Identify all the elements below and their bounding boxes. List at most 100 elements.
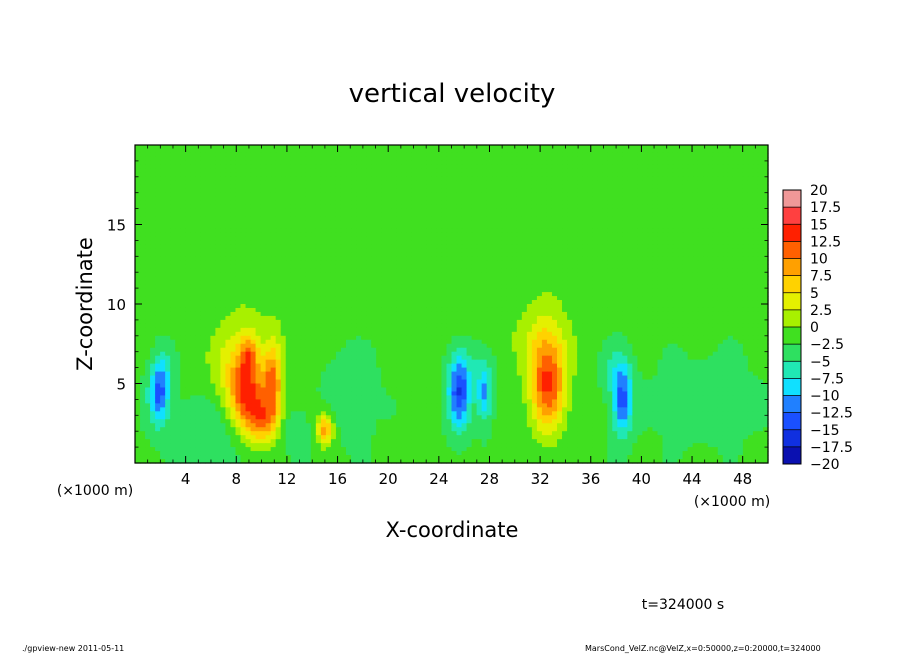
heatmap-cell — [732, 145, 739, 150]
heatmap-cell — [456, 192, 463, 198]
heatmap-cell — [376, 208, 382, 214]
heatmap-cell — [441, 212, 448, 218]
heatmap-cell — [597, 156, 603, 162]
heatmap-cell — [491, 260, 498, 265]
heatmap-cell — [170, 296, 176, 301]
heatmap-cell — [722, 252, 729, 257]
heatmap-cell — [742, 224, 749, 230]
heatmap-cell — [185, 164, 191, 170]
heatmap-cell — [486, 232, 493, 238]
heatmap-cell — [396, 288, 402, 293]
heatmap-cell — [225, 176, 232, 182]
heatmap-cell — [150, 276, 156, 281]
heatmap-cell — [577, 184, 583, 190]
heatmap-cell — [516, 212, 523, 218]
heatmap-cell — [225, 248, 232, 253]
heatmap-cell — [657, 188, 664, 194]
heatmap-cell — [220, 240, 227, 245]
heatmap-cell — [346, 168, 352, 174]
heatmap-cell — [396, 284, 402, 289]
heatmap-cell — [245, 276, 252, 281]
heatmap-cell — [692, 224, 699, 230]
heatmap-cell — [481, 284, 488, 289]
heatmap-cell — [396, 256, 402, 261]
heatmap-cell — [612, 208, 618, 214]
heatmap-cell — [381, 192, 387, 198]
heatmap-cell — [491, 248, 498, 253]
heatmap-cell — [335, 276, 342, 281]
heatmap-cell — [285, 256, 292, 261]
heatmap-cell — [697, 224, 704, 230]
heatmap-cell — [667, 252, 674, 257]
heatmap-cell — [687, 145, 694, 150]
heatmap-cell — [712, 180, 719, 186]
heatmap-cell — [697, 156, 704, 162]
heatmap-field — [135, 145, 769, 464]
heatmap-cell — [526, 200, 533, 206]
heatmap-cell — [572, 272, 578, 277]
heatmap-cell — [456, 260, 463, 265]
heatmap-cell — [411, 200, 417, 206]
heatmap-cell — [506, 256, 513, 261]
heatmap-cell — [541, 212, 548, 218]
heatmap-cell — [210, 188, 216, 194]
heatmap-cell — [295, 276, 302, 281]
heatmap-cell — [677, 176, 684, 182]
heatmap-cell — [692, 188, 699, 194]
heatmap-cell — [592, 228, 598, 234]
heatmap-cell — [386, 168, 392, 174]
heatmap-cell — [516, 156, 523, 162]
heatmap-cell — [175, 192, 181, 198]
heatmap-cell — [361, 196, 367, 202]
heatmap-cell — [647, 168, 654, 174]
heatmap-cell — [466, 212, 473, 218]
heatmap-cell — [486, 292, 493, 297]
heatmap-cell — [737, 184, 744, 190]
heatmap-cell — [557, 256, 563, 261]
heatmap-cell — [491, 204, 498, 210]
heatmap-cell — [195, 248, 201, 253]
heatmap-cell — [737, 208, 744, 214]
heatmap-cell — [230, 208, 237, 214]
heatmap-cell — [240, 300, 247, 305]
heatmap-cell — [315, 300, 322, 305]
heatmap-cell — [421, 264, 427, 269]
heatmap-cell — [526, 160, 533, 166]
heatmap-cell — [235, 220, 242, 226]
heatmap-cell — [180, 172, 186, 178]
heatmap-cell — [662, 172, 669, 178]
heatmap-cell — [366, 260, 372, 265]
heatmap-cell — [285, 152, 292, 158]
heatmap-cell — [436, 292, 443, 297]
heatmap-cell — [351, 252, 357, 257]
heatmap-cell — [320, 288, 327, 293]
heatmap-cell — [396, 188, 402, 194]
heatmap-cell — [627, 220, 633, 226]
heatmap-cell — [396, 264, 402, 269]
heatmap-cell — [647, 264, 654, 269]
heatmap-cell — [567, 188, 573, 194]
heatmap-cell — [155, 264, 161, 269]
heatmap-cell — [150, 172, 156, 178]
heatmap-cell — [466, 184, 473, 190]
heatmap-cell — [702, 184, 709, 190]
heatmap-cell — [245, 192, 252, 198]
heatmap-cell — [511, 152, 518, 158]
heatmap-cell — [200, 240, 206, 245]
heatmap-cell — [657, 248, 664, 253]
heatmap-cell — [356, 160, 362, 166]
heatmap-cell — [205, 148, 211, 154]
heatmap-cell — [757, 216, 764, 222]
heatmap-cell — [250, 300, 257, 305]
heatmap-cell — [145, 192, 151, 198]
heatmap-cell — [602, 288, 608, 293]
heatmap-cell — [250, 284, 257, 289]
heatmap-cell — [401, 296, 407, 301]
heatmap-cell — [195, 180, 201, 186]
heatmap-cell — [652, 244, 659, 249]
heatmap-cell — [421, 300, 427, 305]
heatmap-cell — [195, 300, 201, 305]
heatmap-cell — [315, 296, 322, 301]
heatmap-cell — [330, 216, 337, 222]
heatmap-cell — [160, 204, 166, 210]
